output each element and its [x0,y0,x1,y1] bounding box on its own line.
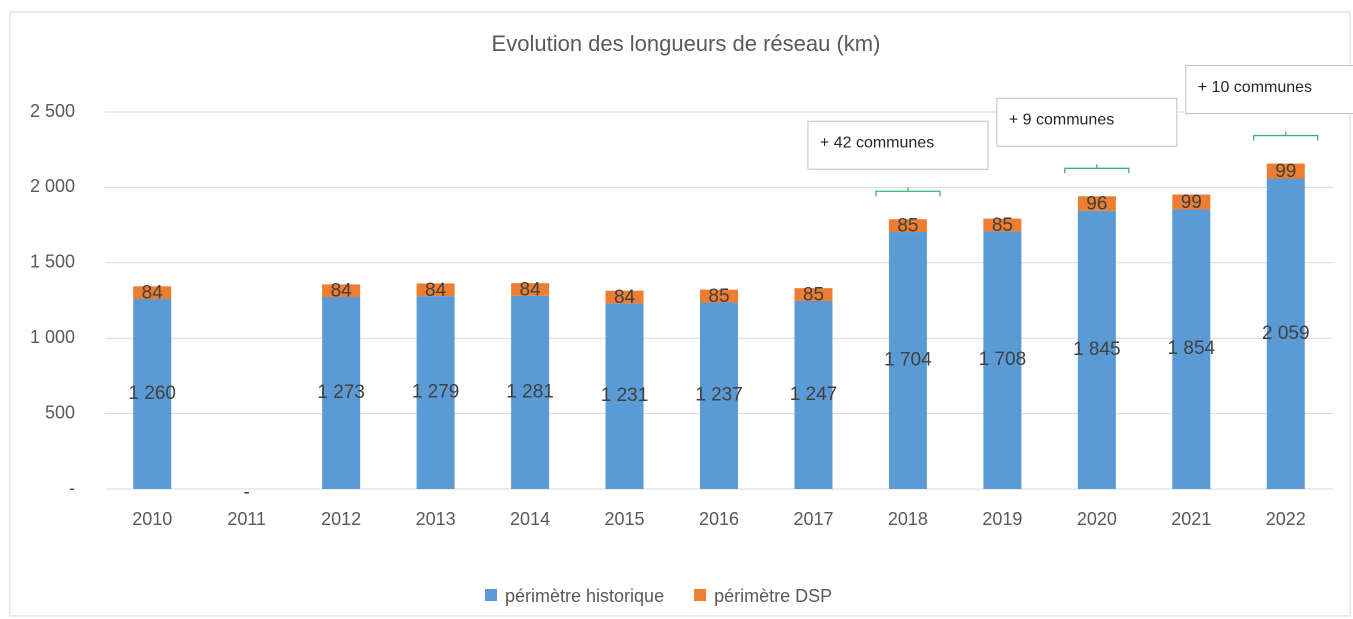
data-label: 84 [425,280,447,301]
bar-segment [1172,209,1211,489]
bar-segment [700,289,738,303]
bar-segment [700,302,738,489]
bar-segment [1172,194,1211,210]
x-tick-label: 2014 [510,509,550,529]
bar-segment [322,297,361,489]
annotation-box [996,97,1178,147]
data-label: 84 [142,283,164,304]
annotation-text: + 10 communes [1198,79,1312,96]
annotation-box [1185,65,1353,115]
bar-segment [983,231,1022,489]
bar-segment [888,219,927,233]
annotation-bracket [1064,164,1130,174]
bar-segment [983,218,1022,232]
data-label: 84 [614,287,636,308]
data-label: 1 704 [884,350,932,371]
bar-segment [511,283,550,296]
x-tick-label: 2012 [321,509,361,529]
legend-swatch [694,589,707,601]
data-label: 96 [1086,194,1107,215]
data-label: 1 279 [412,382,460,403]
data-label: 85 [708,286,729,307]
data-label: 1 260 [128,383,176,404]
annotation-text: + 9 communes [1009,112,1114,129]
chart-title: Evolution des longueurs de réseau (km) [492,31,881,56]
annotation-bracket [875,187,941,197]
bar-segment [511,295,550,489]
data-label: 84 [520,280,542,301]
bar-segment [794,288,833,301]
x-tick-label: 2020 [1077,509,1117,529]
x-tick-label: 2021 [1171,509,1211,529]
data-label: 85 [992,215,1013,236]
x-tick-label: 2018 [888,509,928,529]
y-tick-label: 1 500 [30,252,75,272]
x-tick-label: 2022 [1266,509,1306,529]
data-label: 1 708 [979,349,1027,370]
x-tick-label: 2015 [605,509,645,529]
data-label: 99 [1181,192,1202,213]
data-label: 84 [331,281,353,302]
data-label: 1 281 [506,381,554,402]
x-tick-label: 2017 [793,509,833,529]
data-label: 85 [803,285,824,306]
bar-segment [1266,163,1305,179]
legend-swatch [485,589,497,601]
annotation-text: + 42 communes [820,134,934,151]
bar-segment [888,232,927,489]
bar-segment [1077,196,1116,211]
legend-label: périmètre DSP [714,586,832,606]
data-label: 1 845 [1073,339,1121,360]
bar-segment [605,303,644,489]
y-tick-label: 2 500 [30,101,75,121]
data-label: 99 [1275,161,1296,182]
bar-segment [133,286,172,299]
data-label: 1 231 [601,385,649,406]
annotation-box [807,120,989,170]
x-tick-label: 2013 [416,509,456,529]
bar-segment [605,290,644,304]
bar-segment [794,300,833,489]
bar-segment [1077,210,1116,490]
bar-segment [416,296,455,489]
data-label: 1 273 [317,382,365,403]
y-tick-label: 500 [45,402,75,422]
data-label: 1 237 [695,385,743,406]
bar-segment [416,283,455,297]
y-tick-label: 1 000 [30,327,75,347]
y-tick-label: - [69,478,75,498]
data-label: 1 247 [790,384,838,405]
annotation-bracket [1253,131,1319,141]
legend-label: périmètre historique [505,586,664,606]
x-tick-label: 2016 [699,509,739,529]
data-label: 2 059 [1262,323,1310,344]
x-tick-label: 2019 [982,509,1022,529]
bar-segment [322,284,361,298]
bar-segment [133,298,172,489]
data-label: 1 854 [1168,338,1216,359]
data-label: 85 [897,216,918,237]
data-label: - [244,482,250,503]
x-tick-label: 2011 [227,509,266,529]
bar-segment [1266,178,1305,489]
y-tick-label: 2 000 [30,176,75,196]
x-tick-label: 2010 [132,509,172,529]
